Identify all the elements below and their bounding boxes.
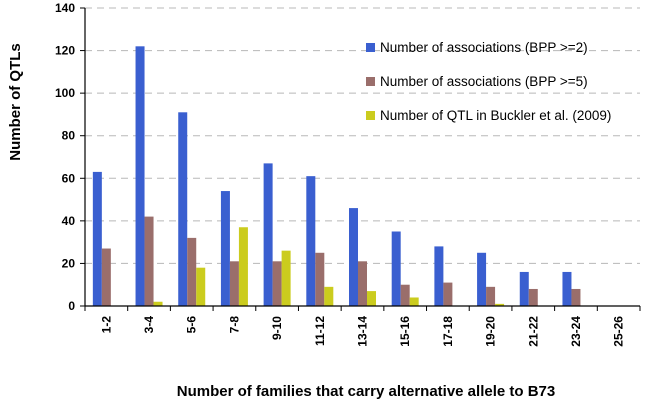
x-tick-label: 11-12 xyxy=(313,316,327,346)
bar xyxy=(238,227,248,306)
bar xyxy=(306,176,316,306)
x-tick-label: 23-24 xyxy=(569,316,583,347)
bar xyxy=(135,46,145,307)
y-tick-label: 20 xyxy=(62,256,76,270)
x-tick-labels: 1-2 3-4 5-6 7-8 9-10 11-12 13-14 15-16 17-18 19-2… xyxy=(99,316,625,347)
grid-lines xyxy=(85,7,640,264)
legend-label: Number of associations (BPP >=2) xyxy=(380,40,588,55)
x-tick-label: 3-4 xyxy=(142,316,156,334)
bar xyxy=(443,282,453,306)
y-tick-labels: 0 20 40 60 80 100 120 140 xyxy=(55,1,75,313)
legend: Number of associations (BPP >=2) Number o… xyxy=(366,40,611,123)
bar xyxy=(153,301,163,306)
bar xyxy=(144,216,154,306)
bar xyxy=(562,271,572,306)
x-tick-label: 19-20 xyxy=(484,316,498,347)
bar xyxy=(220,191,230,306)
bar xyxy=(178,112,188,306)
y-tick-label: 120 xyxy=(55,44,75,58)
x-tick-label: 13-14 xyxy=(356,316,370,347)
bar xyxy=(101,248,111,306)
bar xyxy=(92,171,102,306)
bar xyxy=(187,237,197,306)
bars xyxy=(92,46,581,307)
x-tick-label: 1-2 xyxy=(99,316,113,334)
bar xyxy=(409,297,419,306)
bar xyxy=(263,163,273,306)
legend-swatch xyxy=(366,111,375,120)
bar xyxy=(495,303,505,306)
y-tick-label: 0 xyxy=(68,299,75,313)
bar xyxy=(281,250,291,306)
bar xyxy=(434,246,444,306)
bar xyxy=(391,231,401,306)
bar xyxy=(519,271,529,306)
legend-swatch xyxy=(366,77,375,86)
x-tick-label: 25-26 xyxy=(612,316,626,347)
legend-swatch xyxy=(366,43,375,52)
bar xyxy=(315,252,325,306)
y-tick-label: 60 xyxy=(62,171,76,185)
legend-label: Number of QTL in Buckler et al. (2009) xyxy=(380,108,611,123)
legend-label: Number of associations (BPP >=5) xyxy=(380,74,588,89)
y-tick-label: 40 xyxy=(62,214,76,228)
bar xyxy=(486,286,496,306)
bar xyxy=(528,288,538,306)
y-tick-label: 140 xyxy=(55,1,75,15)
bar xyxy=(196,267,206,306)
y-tick-label: 100 xyxy=(55,86,75,100)
x-tick-label: 7-8 xyxy=(227,316,241,334)
x-tick-label: 17-18 xyxy=(441,316,455,347)
bar xyxy=(477,252,487,306)
bar xyxy=(324,286,334,306)
y-tick-label: 80 xyxy=(62,129,76,143)
bar xyxy=(367,291,376,306)
axes xyxy=(80,7,641,311)
x-tick-label: 15-16 xyxy=(398,316,412,347)
bar xyxy=(400,284,410,306)
x-tick-label: 21-22 xyxy=(526,316,540,347)
bar xyxy=(229,261,239,306)
x-axis-title: Number of families that carry alternativ… xyxy=(177,383,555,400)
bar xyxy=(571,288,581,306)
x-tick-label: 5-6 xyxy=(185,316,199,334)
bar xyxy=(272,261,282,306)
bar xyxy=(349,208,358,306)
x-tick-label: 9-10 xyxy=(270,316,284,340)
y-axis-title: Number of QTLs xyxy=(7,43,24,161)
bar xyxy=(358,261,367,306)
